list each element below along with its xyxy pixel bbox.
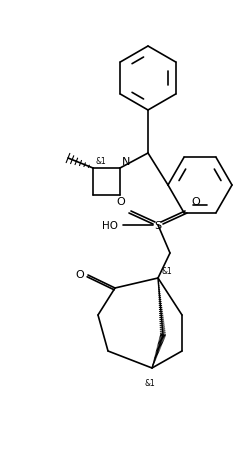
Text: O: O xyxy=(75,269,84,279)
Text: O: O xyxy=(116,197,125,206)
Text: &1: &1 xyxy=(145,378,155,387)
Text: S: S xyxy=(154,220,162,231)
Text: O: O xyxy=(191,197,200,206)
Text: &1: &1 xyxy=(161,266,172,275)
Text: N: N xyxy=(122,156,130,167)
Text: &1: &1 xyxy=(95,156,106,166)
Text: HO: HO xyxy=(102,220,118,231)
